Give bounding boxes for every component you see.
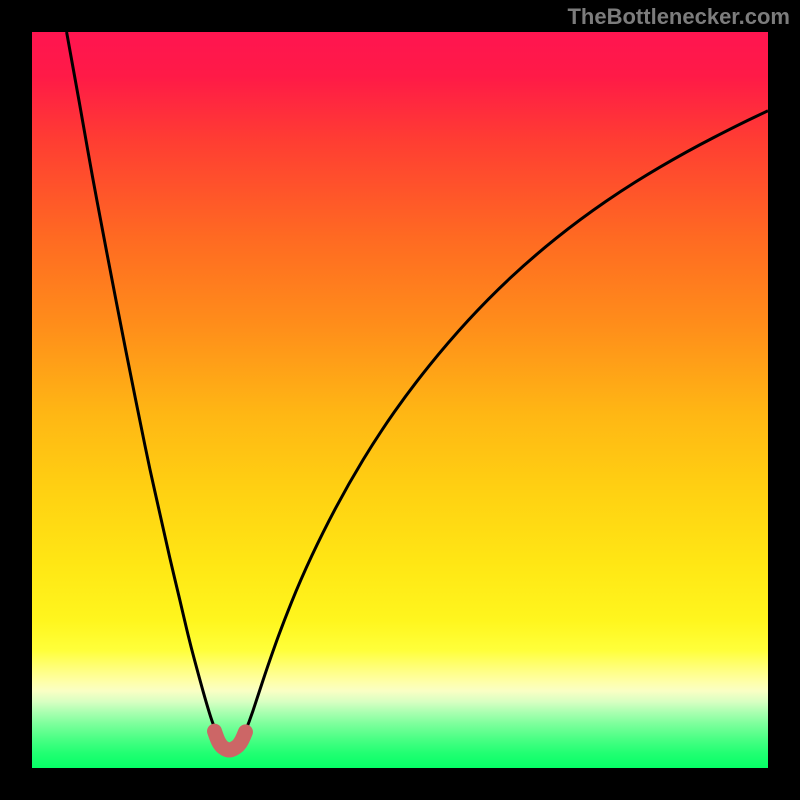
watermark-label: TheBottlenecker.com (567, 4, 790, 30)
bottleneck-curve-chart (0, 0, 800, 800)
chart-container: TheBottlenecker.com (0, 0, 800, 800)
chart-background (32, 32, 768, 768)
